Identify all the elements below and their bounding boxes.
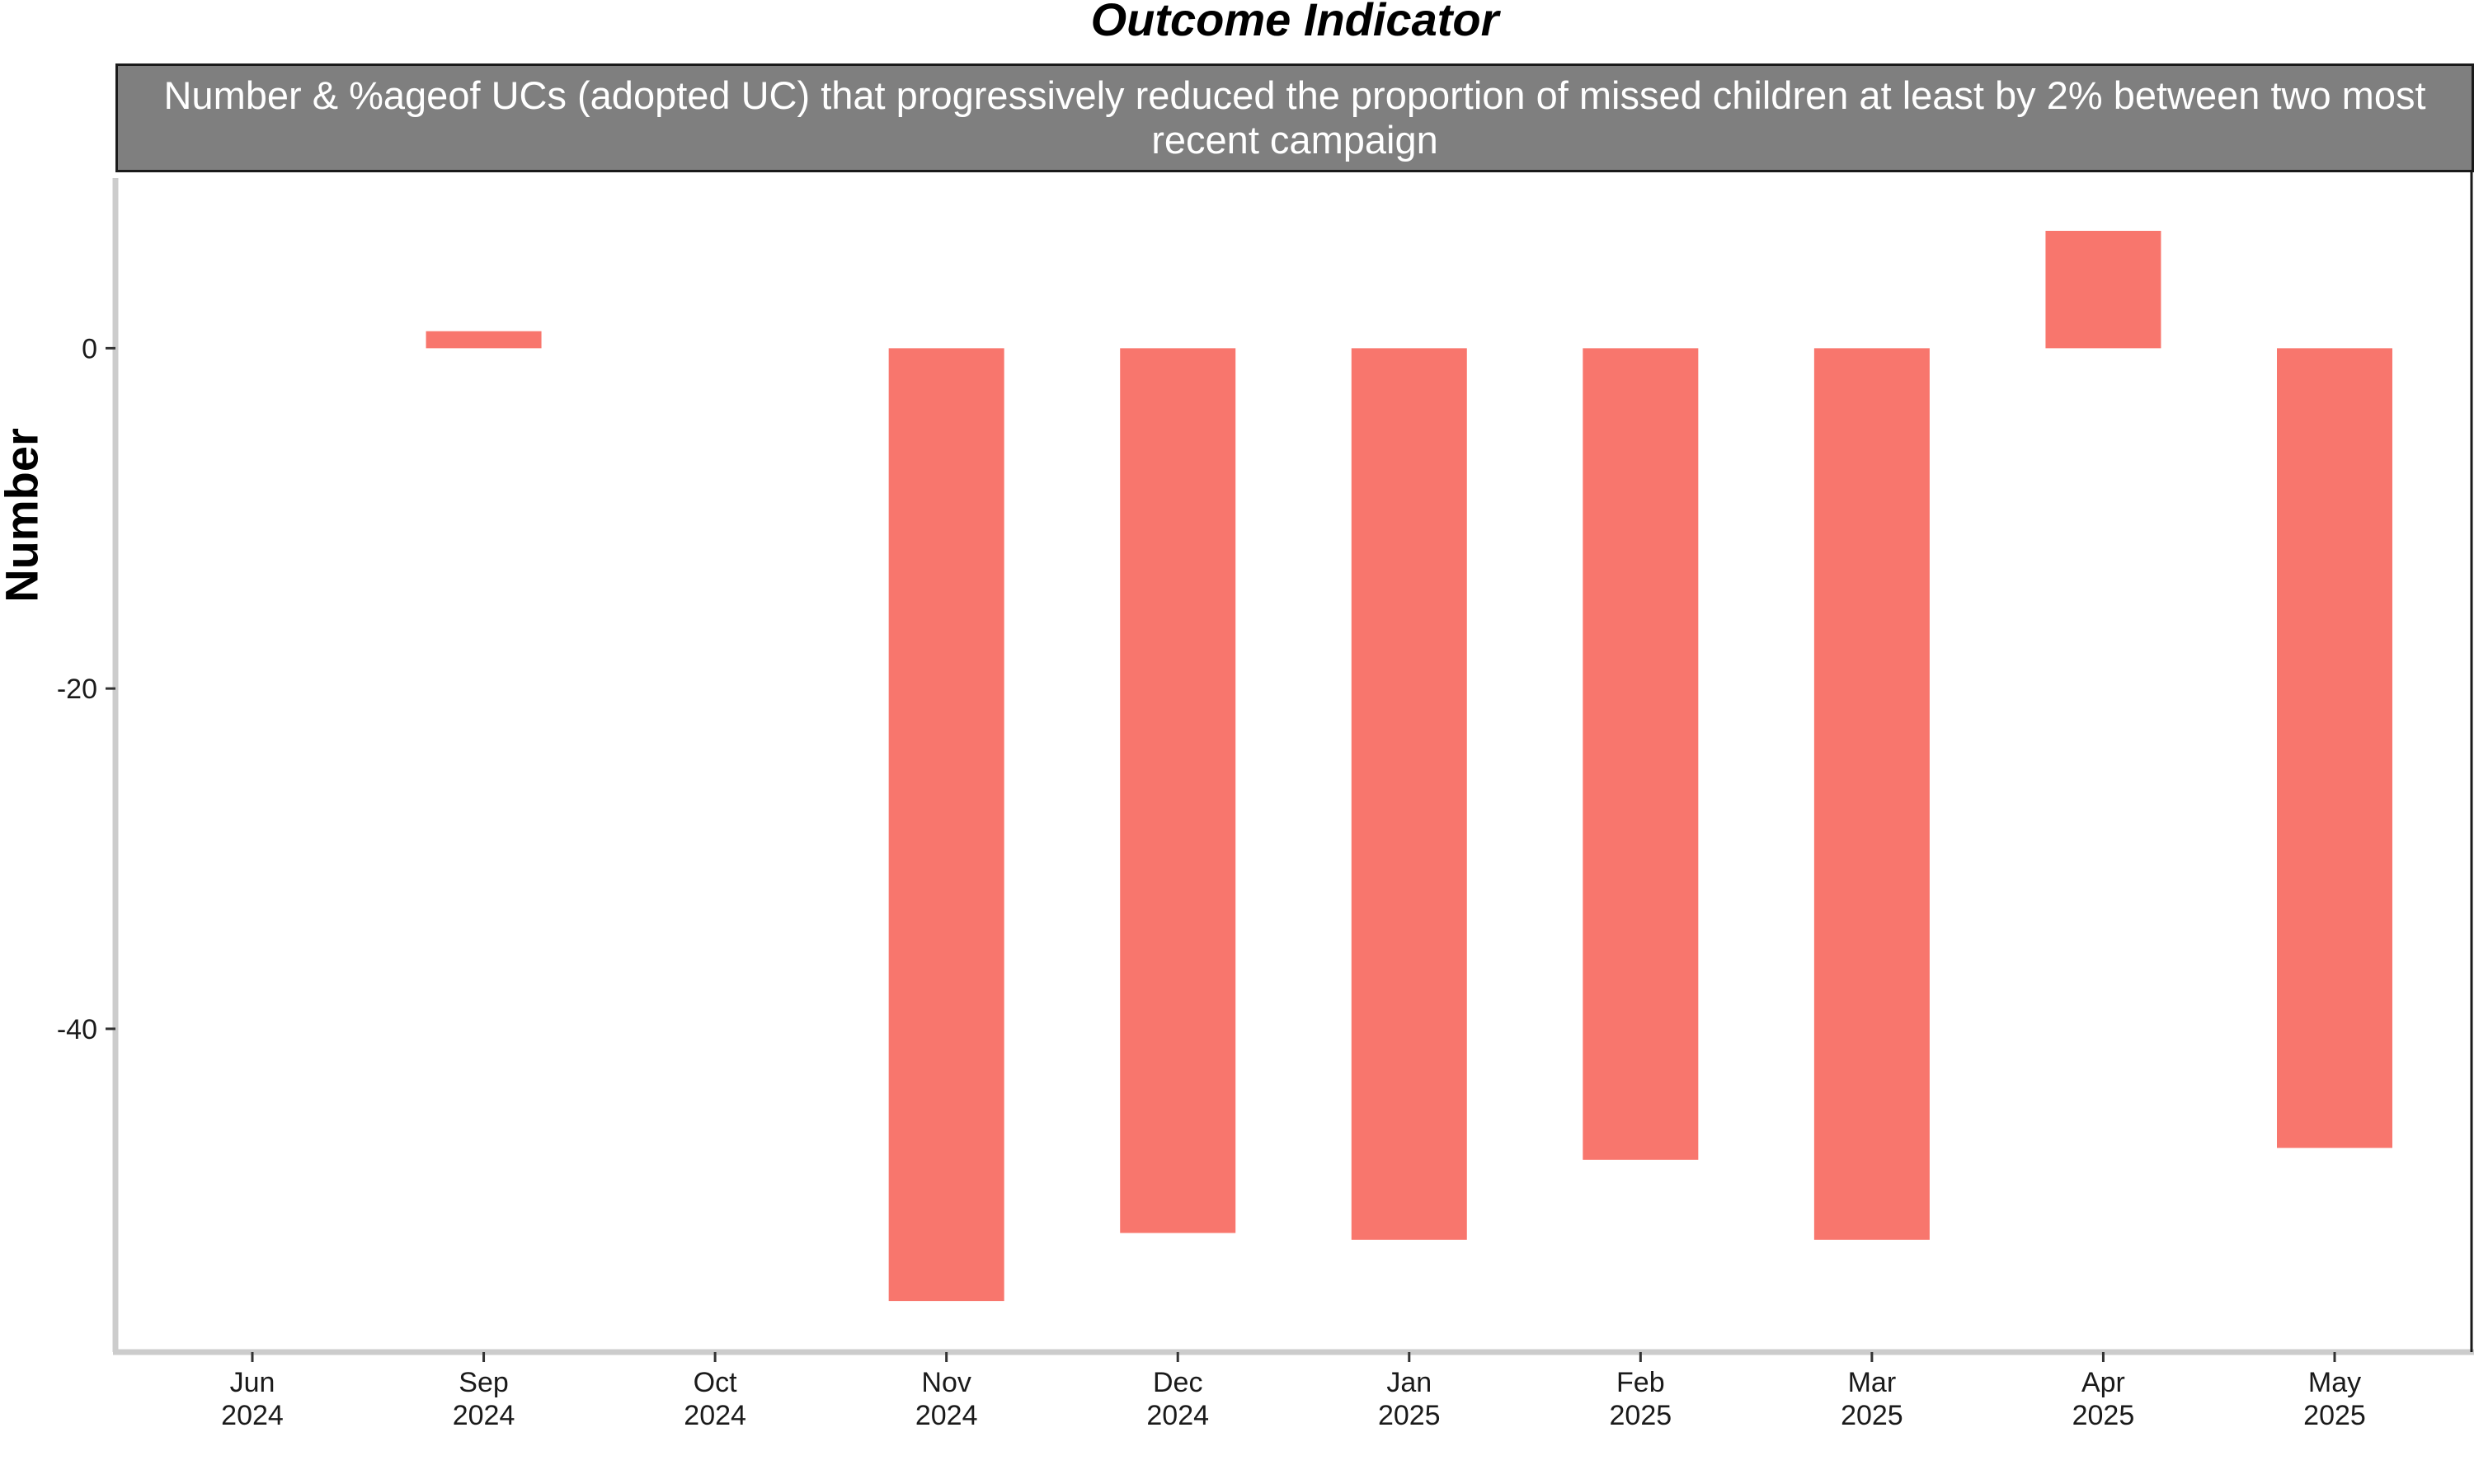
y-tick-label: -20	[57, 674, 97, 705]
x-tick-label-month: Sep	[459, 1367, 509, 1398]
x-tick-label-month: Dec	[1153, 1367, 1202, 1398]
x-tick-label-month: Jun	[230, 1367, 275, 1398]
x-tick-label-month: May	[2308, 1367, 2361, 1398]
x-tick-label-month: Nov	[921, 1367, 971, 1398]
x-tick-label-year: 2025	[1610, 1400, 1672, 1431]
x-tick-label-month: Apr	[2081, 1367, 2125, 1398]
x-tick-label-year: 2024	[221, 1400, 284, 1431]
x-tick-label-year: 2025	[2072, 1400, 2135, 1431]
x-tick-label-month: Mar	[1848, 1367, 1897, 1398]
bars	[426, 230, 2392, 1302]
chart-title: Outcome Indicator	[1090, 0, 1499, 45]
x-tick-label-month: Jan	[1386, 1367, 1432, 1398]
x-tick-label-year: 2024	[915, 1400, 978, 1431]
bar-sep-2024	[426, 331, 542, 349]
x-tick-label-year: 2024	[453, 1400, 515, 1431]
y-tick-label: 0	[82, 333, 97, 364]
bar-may-2025	[2277, 348, 2392, 1148]
bar-mar-2025	[1813, 348, 1930, 1240]
x-tick-label-month: Oct	[694, 1367, 737, 1398]
x-tick-label-year: 2025	[2303, 1400, 2366, 1431]
bar-jan-2025	[1351, 348, 1467, 1240]
x-tick-label-year: 2024	[684, 1400, 746, 1431]
bar-nov-2024	[888, 348, 1004, 1302]
y-tick-label: -40	[57, 1014, 97, 1045]
x-tick-label-year: 2025	[1378, 1400, 1441, 1431]
x-ticks: Jun2024Sep2024Oct2024Nov2024Dec2024Jan20…	[221, 1352, 2366, 1431]
bar-apr-2025	[2045, 230, 2161, 349]
x-tick-label-year: 2024	[1146, 1400, 1209, 1431]
x-tick-label-month: Feb	[1616, 1367, 1665, 1398]
y-ticks: 0 -20 -40	[57, 333, 115, 1045]
facet-strip-label: Number & %ageof UCs (adopted UC) that pr…	[115, 63, 2474, 172]
x-tick-label-year: 2025	[1841, 1400, 1903, 1431]
bar-feb-2025	[1583, 348, 1699, 1160]
axis-lines	[112, 172, 2474, 1355]
bar-dec-2024	[1120, 348, 1236, 1233]
